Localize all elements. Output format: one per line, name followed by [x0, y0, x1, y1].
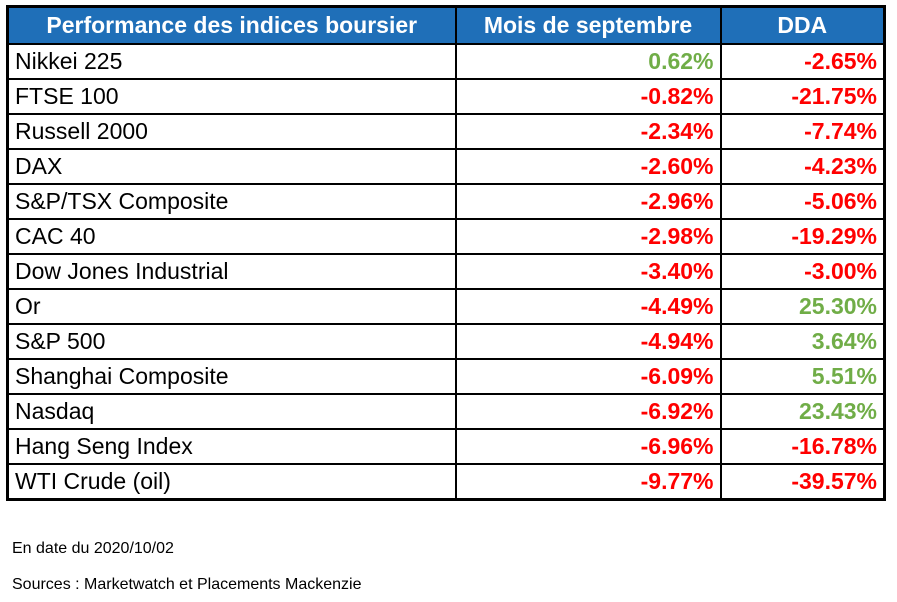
index-name: WTI Crude (oil): [6, 463, 457, 501]
table-row: DAX -2.60% -4.23%: [6, 148, 886, 185]
month-change: -2.60%: [454, 148, 722, 185]
index-name: Hang Seng Index: [6, 428, 457, 465]
month-change: -9.77%: [454, 463, 722, 501]
ytd-change: -16.78%: [719, 428, 886, 465]
month-change: -2.34%: [454, 113, 722, 150]
month-change: -4.49%: [454, 288, 722, 325]
table-row: FTSE 100 -0.82% -21.75%: [6, 78, 886, 115]
month-change: -2.98%: [454, 218, 722, 255]
index-name: S&P 500: [6, 323, 457, 360]
index-name: Or: [6, 288, 457, 325]
month-change: -3.40%: [454, 253, 722, 290]
table-row: WTI Crude (oil) -9.77% -39.57%: [6, 463, 886, 501]
table-row: Dow Jones Industrial -3.40% -3.00%: [6, 253, 886, 290]
index-name: CAC 40: [6, 218, 457, 255]
table-row: Hang Seng Index -6.96% -16.78%: [6, 428, 886, 465]
table-row: S&P/TSX Composite -2.96% -5.06%: [6, 183, 886, 220]
month-change: -0.82%: [454, 78, 722, 115]
table-row: S&P 500 -4.94% 3.64%: [6, 323, 886, 360]
table-row: Shanghai Composite -6.09% 5.51%: [6, 358, 886, 395]
ytd-change: 3.64%: [719, 323, 886, 360]
index-name: Nikkei 225: [6, 43, 457, 80]
ytd-change: -3.00%: [719, 253, 886, 290]
ytd-change: -2.65%: [719, 43, 886, 80]
table-row: CAC 40 -2.98% -19.29%: [6, 218, 886, 255]
month-change: -6.92%: [454, 393, 722, 430]
index-name: DAX: [6, 148, 457, 185]
table-row: Nikkei 225 0.62% -2.65%: [6, 43, 886, 80]
ytd-change: -5.06%: [719, 183, 886, 220]
month-change: -2.96%: [454, 183, 722, 220]
ytd-change: -21.75%: [719, 78, 886, 115]
index-name: S&P/TSX Composite: [6, 183, 457, 220]
index-name: Russell 2000: [6, 113, 457, 150]
ytd-change: -39.57%: [719, 463, 886, 501]
ytd-change: -4.23%: [719, 148, 886, 185]
ytd-change: -7.74%: [719, 113, 886, 150]
ytd-change: 5.51%: [719, 358, 886, 395]
ytd-change: 25.30%: [719, 288, 886, 325]
index-name: Shanghai Composite: [6, 358, 457, 395]
as-of-date-note: En date du 2020/10/02: [12, 540, 174, 557]
month-change: -6.09%: [454, 358, 722, 395]
sources-note: Sources : Marketwatch et Placements Mack…: [12, 576, 362, 593]
header-month: Mois de septembre: [454, 5, 722, 45]
ytd-change: 23.43%: [719, 393, 886, 430]
index-name: FTSE 100: [6, 78, 457, 115]
table-row: Russell 2000 -2.34% -7.74%: [6, 113, 886, 150]
index-name: Dow Jones Industrial: [6, 253, 457, 290]
header-index-name: Performance des indices boursier: [6, 5, 457, 45]
table-row: Nasdaq -6.92% 23.43%: [6, 393, 886, 430]
month-change: -6.96%: [454, 428, 722, 465]
ytd-change: -19.29%: [719, 218, 886, 255]
table-header-row: Performance des indices boursier Mois de…: [6, 5, 886, 45]
header-ytd: DDA: [719, 5, 886, 45]
table-row: Or -4.49% 25.30%: [6, 288, 886, 325]
month-change: 0.62%: [454, 43, 722, 80]
performance-table: Performance des indices boursier Mois de…: [6, 5, 886, 501]
table-body: Nikkei 225 0.62% -2.65% FTSE 100 -0.82% …: [6, 43, 886, 501]
month-change: -4.94%: [454, 323, 722, 360]
index-name: Nasdaq: [6, 393, 457, 430]
